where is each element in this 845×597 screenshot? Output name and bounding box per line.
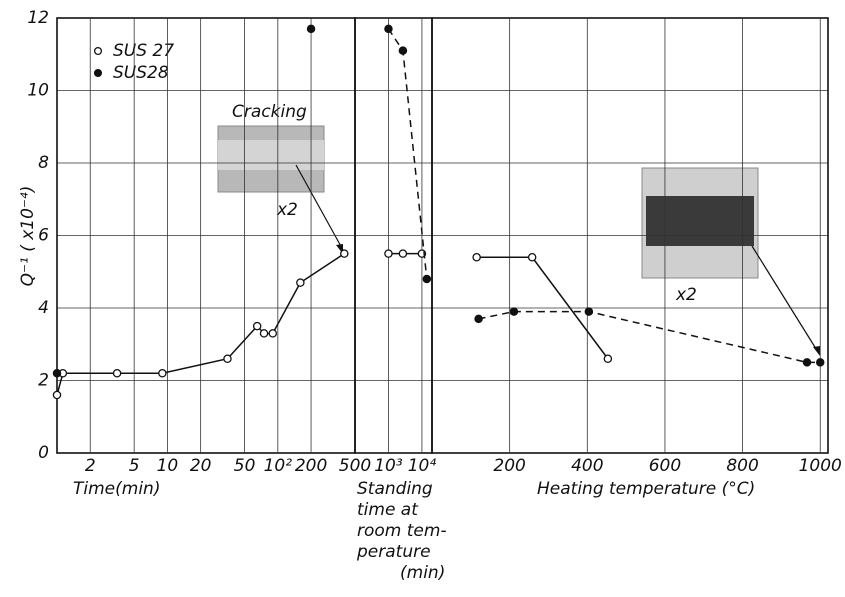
data-point bbox=[509, 307, 519, 316]
x-axis-title: Heating temperature (°C) bbox=[537, 479, 755, 499]
data-point bbox=[223, 354, 232, 363]
data-point bbox=[422, 274, 432, 284]
annotation: Cracking bbox=[232, 102, 307, 122]
data-point bbox=[252, 321, 262, 331]
data-point bbox=[52, 390, 62, 400]
annotation: x2 bbox=[276, 200, 298, 220]
arrow bbox=[751, 245, 819, 353]
data-point bbox=[296, 278, 305, 287]
x-tick-label: 10 bbox=[157, 456, 179, 476]
series-line bbox=[478, 310, 821, 364]
x-axis-title: Time(min) bbox=[73, 479, 160, 499]
x-tick-label: 400 bbox=[571, 456, 603, 476]
data-point bbox=[802, 358, 812, 367]
data-point bbox=[815, 358, 825, 367]
data-point bbox=[268, 329, 278, 338]
legend-label: SUS 27 bbox=[113, 41, 174, 61]
y-tick-label: 8 bbox=[38, 153, 49, 173]
x-tick-label: 10² bbox=[264, 456, 293, 476]
x-axis-title: Standing bbox=[357, 479, 433, 499]
data-point bbox=[384, 249, 393, 258]
x-axis-title: (min) bbox=[400, 563, 445, 583]
x-tick-label: 800 bbox=[726, 456, 758, 476]
x-tick-label: 600 bbox=[649, 456, 681, 476]
x-tick-label: 20 bbox=[190, 456, 212, 476]
x-axis-title: time at bbox=[357, 500, 419, 520]
data-point bbox=[474, 314, 483, 324]
data-point bbox=[112, 368, 122, 378]
x-tick-label: 2 bbox=[85, 456, 96, 476]
data-point bbox=[340, 249, 349, 258]
data-point bbox=[384, 24, 393, 34]
y-tick-label: 0 bbox=[38, 443, 49, 463]
x-tick-label: 200 bbox=[493, 456, 525, 476]
x-tick-label: 50 bbox=[234, 456, 256, 476]
y-axis-title: Q⁻¹ ( x10⁻⁴) bbox=[18, 186, 38, 287]
x-tick-label: 10⁴ bbox=[408, 456, 437, 476]
y-tick-label: 4 bbox=[38, 298, 49, 318]
photo-inset bbox=[646, 196, 754, 246]
x-axis-title: perature bbox=[356, 542, 431, 562]
legend-marker bbox=[93, 46, 103, 56]
legend-label: SUS28 bbox=[113, 63, 169, 83]
arrow-head bbox=[813, 346, 820, 356]
x-tick-label: 500 bbox=[339, 456, 371, 476]
y-tick-label: 12 bbox=[27, 8, 49, 28]
y-tick-label: 2 bbox=[38, 371, 49, 391]
y-tick-label: 6 bbox=[38, 226, 49, 246]
y-tick-label: 10 bbox=[27, 81, 49, 101]
data-point bbox=[398, 46, 408, 55]
series-line bbox=[387, 28, 428, 280]
data-point bbox=[584, 307, 594, 316]
x-tick-label: 5 bbox=[129, 456, 140, 476]
photo-inset bbox=[218, 140, 324, 170]
data-point bbox=[472, 252, 481, 262]
data-point bbox=[398, 249, 408, 258]
legend-marker bbox=[93, 68, 103, 78]
panel-frame bbox=[431, 17, 829, 454]
x-axis-title: room tem- bbox=[357, 521, 447, 541]
data-point bbox=[527, 252, 537, 262]
x-tick-label: 1000 bbox=[799, 456, 842, 476]
x-tick-label: 10³ bbox=[374, 456, 403, 476]
x-tick-label: 200 bbox=[295, 456, 327, 476]
data-point bbox=[306, 24, 316, 34]
series-line bbox=[56, 252, 345, 396]
data-point bbox=[603, 354, 613, 363]
data-point bbox=[52, 368, 62, 378]
annotation: x2 bbox=[675, 285, 697, 305]
data-point bbox=[259, 329, 269, 338]
data-point bbox=[158, 368, 167, 378]
